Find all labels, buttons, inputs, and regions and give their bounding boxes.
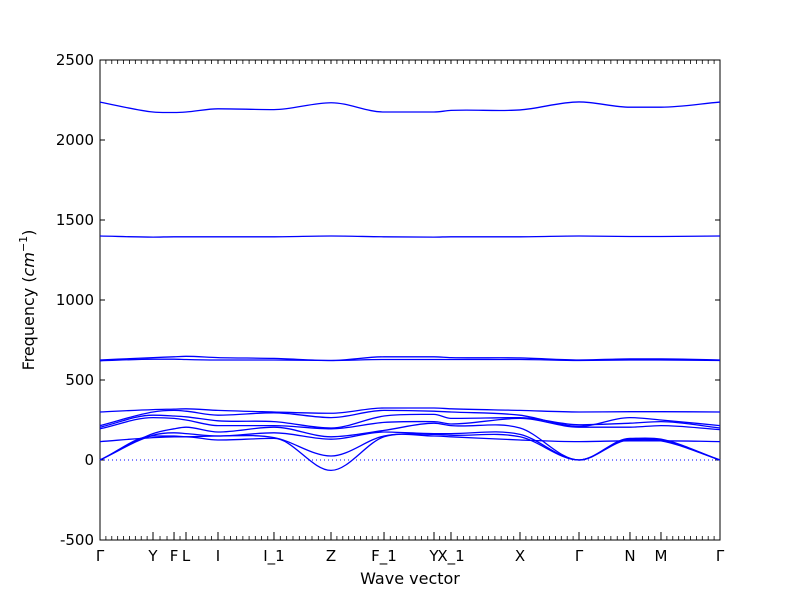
- x-tick-label: M: [654, 547, 667, 565]
- x-tick-label: I: [216, 547, 220, 565]
- x-tick-label: N: [624, 547, 635, 565]
- x-tick-label: F: [170, 547, 179, 565]
- band-line: [99, 235, 721, 238]
- band-line: [99, 433, 721, 472]
- y-axis: -500 0 500 1000 1500 2000 2500: [56, 51, 720, 549]
- band-line: [99, 355, 721, 362]
- band-line: [99, 416, 721, 431]
- x-axis: Γ Y F L I I_1 Z F_1 YX_1 X Γ N M Γ: [96, 532, 725, 566]
- x-tick-label: Γ: [96, 547, 105, 565]
- x-tick-label: X_1: [437, 547, 464, 566]
- x-tick-label: Γ: [575, 547, 584, 565]
- series-group: [99, 101, 721, 472]
- y-tick-label: 2500: [56, 51, 94, 69]
- x-tick-label: Y: [428, 547, 439, 565]
- y-axis-unit-exponent: −1: [17, 236, 30, 252]
- band-line: [99, 101, 721, 114]
- band-line: [99, 413, 721, 429]
- band-line: [99, 407, 721, 414]
- y-tick-label: 2000: [56, 131, 94, 149]
- y-tick-label: 500: [65, 371, 94, 389]
- x-axis-title: Wave vector: [360, 569, 460, 588]
- x-tick-label: Z: [326, 547, 336, 565]
- band-line: [99, 358, 721, 362]
- y-tick-label: 1000: [56, 291, 94, 309]
- x-tick-label: Y: [147, 547, 158, 565]
- y-axis-title: Frequency (cm−1): [17, 230, 38, 371]
- x-tick-label: L: [182, 547, 191, 565]
- y-axis-unit: cm: [19, 252, 38, 276]
- x-tick-label: F_1: [371, 547, 397, 566]
- x-tick-label: Γ: [716, 547, 725, 565]
- x-tick-label: X: [515, 547, 525, 565]
- band-line: [99, 409, 721, 428]
- y-tick-label: 0: [84, 451, 94, 469]
- x-tick-label: I_1: [263, 547, 284, 566]
- y-tick-label: 1500: [56, 211, 94, 229]
- y-tick-label: -500: [60, 531, 94, 549]
- y-axis-title-text: Frequency: [19, 288, 38, 371]
